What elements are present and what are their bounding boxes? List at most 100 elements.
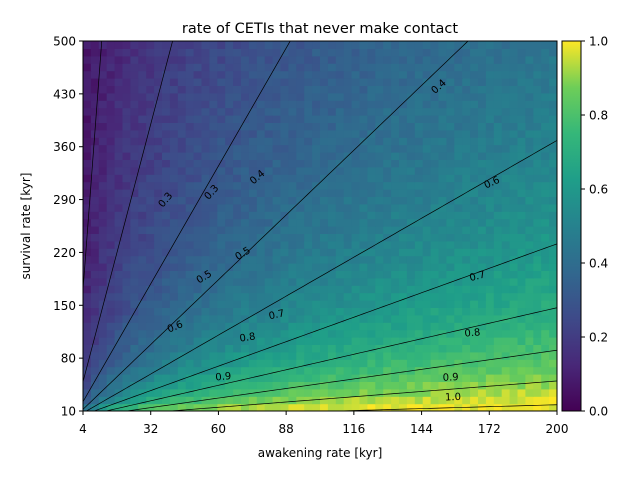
heatmap-cell <box>406 152 416 160</box>
heatmap-cell <box>327 351 337 360</box>
heatmap-cell <box>478 396 487 405</box>
heatmap-cell <box>391 100 400 109</box>
heatmap-cell <box>367 85 376 94</box>
heatmap-cell <box>185 292 195 301</box>
heatmap-cell <box>225 344 234 353</box>
heatmap-cell <box>438 366 447 375</box>
heatmap-cell <box>138 263 147 271</box>
heatmap-cell <box>217 166 226 175</box>
heatmap-cell <box>541 226 550 234</box>
heatmap-cell <box>335 41 345 49</box>
heatmap-cell <box>541 240 550 249</box>
heatmap-cell <box>233 70 242 79</box>
heatmap-cell <box>280 41 289 49</box>
heatmap-cell <box>154 314 163 323</box>
heatmap-cell <box>533 388 542 397</box>
heatmap-cell <box>351 292 361 301</box>
heatmap-cell <box>241 277 250 286</box>
heatmap-cell <box>533 166 542 175</box>
heatmap-cell <box>90 322 100 331</box>
heatmap-cell <box>541 351 550 360</box>
heatmap-cell <box>241 55 250 64</box>
heatmap-cell <box>209 196 218 205</box>
heatmap-cell <box>327 137 337 146</box>
heatmap-cell <box>304 248 313 257</box>
heatmap-cell <box>541 248 550 257</box>
heatmap-cell <box>383 366 392 375</box>
heatmap-cell <box>359 388 368 397</box>
heatmap-cell <box>438 240 447 249</box>
heatmap-cell <box>154 203 163 212</box>
heatmap-cell <box>438 152 447 160</box>
heatmap-cell <box>233 277 242 286</box>
heatmap-cell <box>256 374 266 382</box>
heatmap-cell <box>399 233 408 242</box>
heatmap-cell <box>154 374 163 382</box>
heatmap-cell <box>485 351 495 360</box>
heatmap-cell <box>462 92 471 101</box>
heatmap-cell <box>241 359 250 368</box>
heatmap-cell <box>177 322 187 331</box>
heatmap-cell <box>454 218 463 227</box>
heatmap-cell <box>130 381 139 390</box>
heatmap-cell <box>185 255 195 264</box>
heatmap-cell <box>225 263 234 271</box>
heatmap-cell <box>517 255 526 264</box>
heatmap-cell <box>185 359 195 368</box>
heatmap-cell <box>114 366 124 375</box>
heatmap-cell <box>383 144 392 153</box>
heatmap-cell <box>296 263 305 271</box>
heatmap-cell <box>493 240 503 249</box>
heatmap-cell <box>541 314 550 323</box>
heatmap-cell <box>406 322 416 331</box>
heatmap-cell <box>399 263 408 271</box>
heatmap-cell <box>106 366 116 375</box>
heatmap-cell <box>217 366 226 375</box>
heatmap-cell <box>256 300 266 308</box>
heatmap-cell <box>209 203 218 212</box>
heatmap-cell <box>201 285 210 294</box>
heatmap-cell <box>391 255 400 264</box>
heatmap-cell <box>320 388 329 397</box>
heatmap-cell <box>525 129 534 138</box>
heatmap-cell <box>367 381 376 390</box>
heatmap-cell <box>359 144 368 153</box>
heatmap-cell <box>517 351 526 360</box>
heatmap-cell <box>454 292 463 301</box>
heatmap-cell <box>98 203 108 212</box>
heatmap-cell <box>391 285 400 294</box>
heatmap-cell <box>264 270 274 279</box>
heatmap-cell <box>454 55 463 64</box>
heatmap-cell <box>83 314 92 323</box>
heatmap-cell <box>169 70 179 79</box>
heatmap-cell <box>288 403 297 411</box>
heatmap-cell <box>517 203 526 212</box>
heatmap-cell <box>248 285 258 294</box>
heatmap-cell <box>493 211 503 220</box>
heatmap-cell <box>248 63 258 72</box>
heatmap-cell <box>501 381 511 390</box>
heatmap-cell <box>248 100 258 109</box>
heatmap-cell <box>446 226 455 234</box>
heatmap-cell <box>114 107 124 116</box>
heatmap-cell <box>177 63 187 72</box>
heatmap-cell <box>478 100 487 109</box>
heatmap-cell <box>541 292 550 301</box>
heatmap-cell <box>193 314 203 323</box>
heatmap-cell <box>320 85 329 94</box>
heatmap-cell <box>438 374 447 382</box>
heatmap-cell <box>501 374 511 382</box>
heatmap-cell <box>422 48 432 57</box>
heatmap-cell <box>312 115 321 123</box>
heatmap-cell <box>493 322 503 331</box>
heatmap-cell <box>351 70 361 79</box>
heatmap-cell <box>90 359 100 368</box>
heatmap-cell <box>343 100 353 109</box>
heatmap-cell <box>533 263 542 271</box>
heatmap-cell <box>391 359 400 368</box>
heatmap-cell <box>320 159 329 168</box>
heatmap-cell <box>327 211 337 220</box>
heatmap-cell <box>264 233 274 242</box>
heatmap-cell <box>517 307 526 316</box>
heatmap-cell <box>335 233 345 242</box>
